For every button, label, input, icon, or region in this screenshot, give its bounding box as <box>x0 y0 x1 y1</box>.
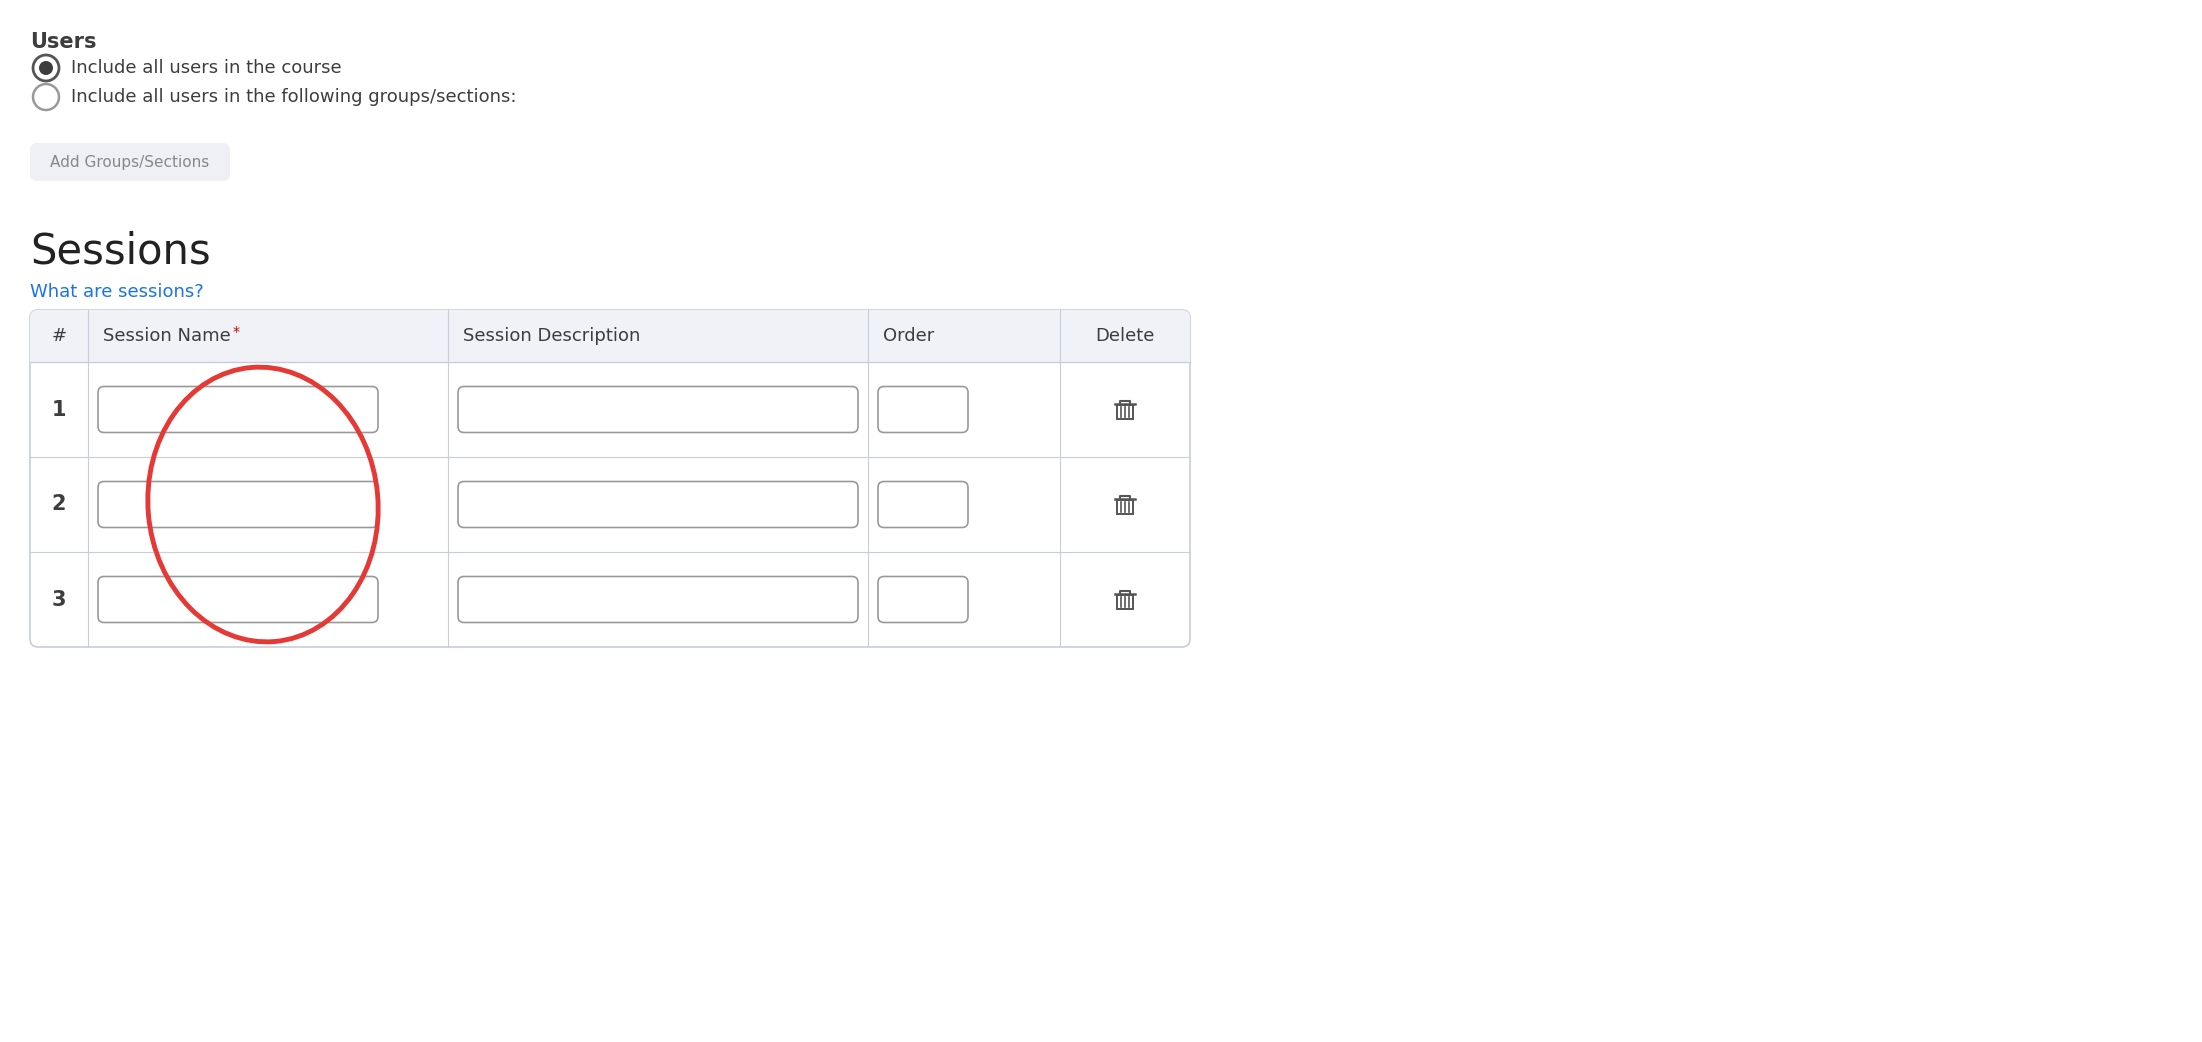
Text: 3: 3 <box>896 590 909 609</box>
FancyBboxPatch shape <box>31 311 1189 362</box>
Circle shape <box>40 61 53 75</box>
Text: Users: Users <box>31 32 97 52</box>
FancyBboxPatch shape <box>879 576 969 622</box>
Text: 1: 1 <box>53 399 66 420</box>
FancyBboxPatch shape <box>31 336 1189 362</box>
Text: 11/1: 11/1 <box>117 400 161 419</box>
Text: 3: 3 <box>53 590 66 610</box>
FancyBboxPatch shape <box>31 311 1189 647</box>
FancyBboxPatch shape <box>458 576 859 622</box>
Text: Delete: Delete <box>1094 327 1154 345</box>
FancyBboxPatch shape <box>879 481 969 527</box>
Text: What are sessions?: What are sessions? <box>31 283 205 301</box>
Text: Add Groups/Sections: Add Groups/Sections <box>51 154 209 170</box>
Text: Sessions: Sessions <box>31 230 211 272</box>
FancyBboxPatch shape <box>99 481 379 527</box>
Text: 11/3: 11/3 <box>117 495 161 514</box>
Text: 1: 1 <box>896 400 909 419</box>
FancyBboxPatch shape <box>879 387 969 432</box>
Text: Include all users in the course: Include all users in the course <box>70 59 341 77</box>
FancyBboxPatch shape <box>99 387 379 432</box>
Text: ❯: ❯ <box>942 405 953 415</box>
FancyBboxPatch shape <box>99 576 379 622</box>
FancyBboxPatch shape <box>31 143 229 181</box>
Text: 2: 2 <box>896 495 909 514</box>
Text: Session Description: Session Description <box>462 327 641 345</box>
Text: Session Name: Session Name <box>103 327 231 345</box>
Text: 2: 2 <box>53 495 66 515</box>
Circle shape <box>33 55 59 81</box>
Text: #: # <box>51 327 66 345</box>
Text: Include all users in the following groups/sections:: Include all users in the following group… <box>70 88 517 106</box>
Text: ❯: ❯ <box>942 501 953 511</box>
Text: 11/5: 11/5 <box>117 590 161 609</box>
Text: Order: Order <box>883 327 934 345</box>
Text: *: * <box>233 325 240 339</box>
FancyBboxPatch shape <box>458 481 859 527</box>
Circle shape <box>33 84 59 110</box>
FancyBboxPatch shape <box>458 387 859 432</box>
Text: ❯: ❯ <box>942 596 953 605</box>
